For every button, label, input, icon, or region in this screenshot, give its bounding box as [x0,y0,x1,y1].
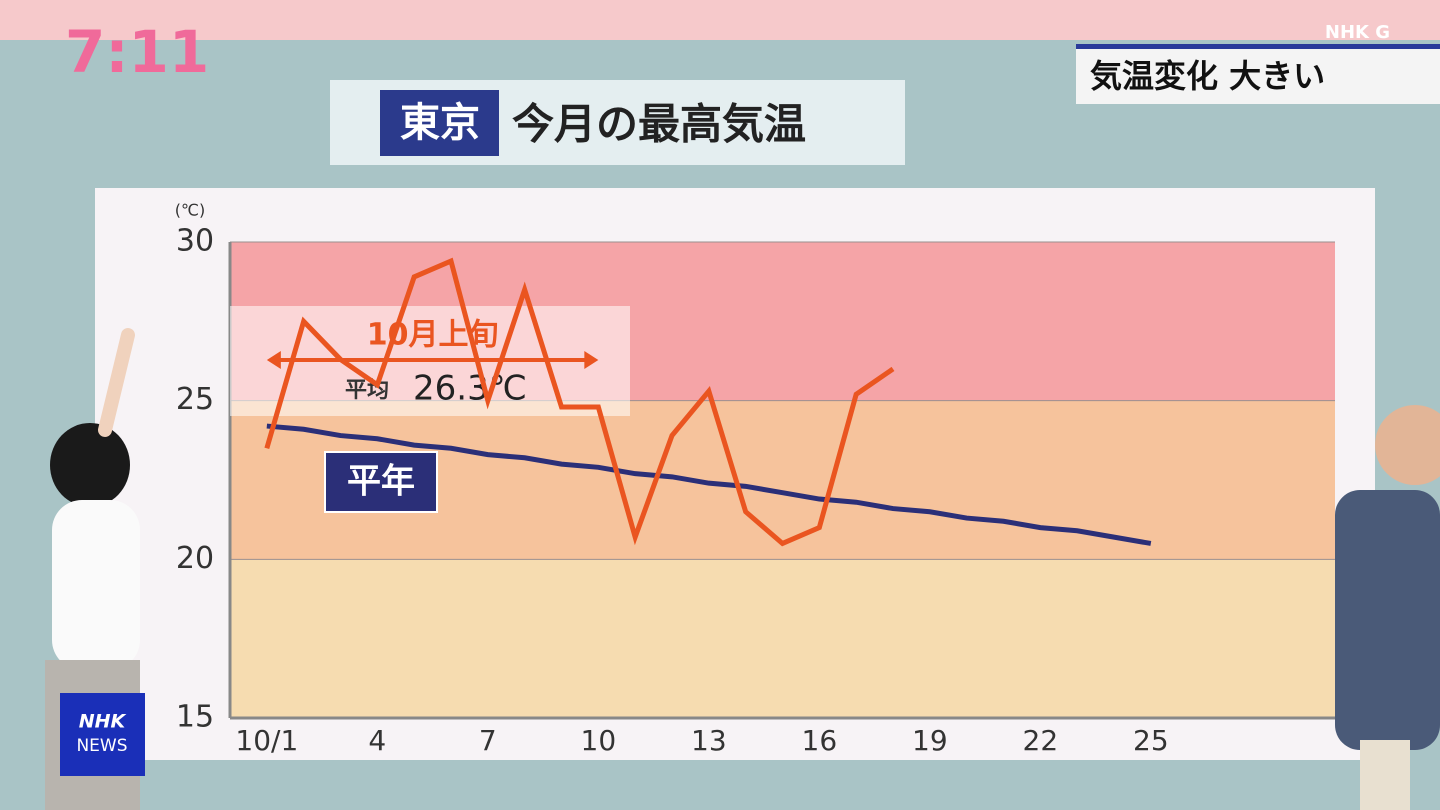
y-tick-label: 30 [176,224,214,259]
band [230,559,1335,718]
x-tick-label: 25 [1133,724,1169,757]
x-tick-label: 13 [691,724,727,757]
x-tick-label: 22 [1023,724,1059,757]
annotation-value: 26.3℃ [413,369,527,409]
legend-box [324,451,438,513]
y-tick-label: 15 [176,700,214,735]
jacket [1335,490,1440,750]
y-unit: (℃) [175,201,205,220]
blouse [52,500,140,670]
series-line [266,423,1152,546]
channel-logo: NHK G [1325,22,1390,43]
head [1375,405,1440,485]
place-box [380,90,499,156]
place: 東京 [400,100,480,146]
x-tick-label: 7 [479,724,497,757]
hair [50,423,130,507]
presenter-right [1335,405,1440,810]
legend-label: 平年 [347,462,415,502]
headline-box [1076,44,1440,104]
annotation-text: 平均 [345,377,389,403]
series-line [264,257,895,547]
news-logo-top: NHK [79,711,127,733]
arrow-head [266,351,281,369]
trousers [1360,740,1410,810]
x-tick-label: 4 [368,724,386,757]
top-bar [0,0,1440,40]
x-tick-label: 10 [581,724,617,757]
x-tick-label: 10/1 [235,724,298,757]
y-tick-label: 20 [176,541,214,576]
news-logo [60,693,145,776]
headline-accent [1076,44,1440,49]
arm [98,328,135,437]
x-tick-label: 19 [912,724,948,757]
news-logo-bottom: NEWS [76,736,127,756]
y-tick-label: 25 [176,382,214,417]
annotation-label: 10月上旬 [367,318,499,353]
x-tick-label: 16 [802,724,838,757]
arrow-head [584,351,599,369]
headline: 気温変化 大きい [1090,57,1325,95]
clock: 7:11 [65,18,209,86]
chart-title: 今月の最高気温 [512,100,806,149]
